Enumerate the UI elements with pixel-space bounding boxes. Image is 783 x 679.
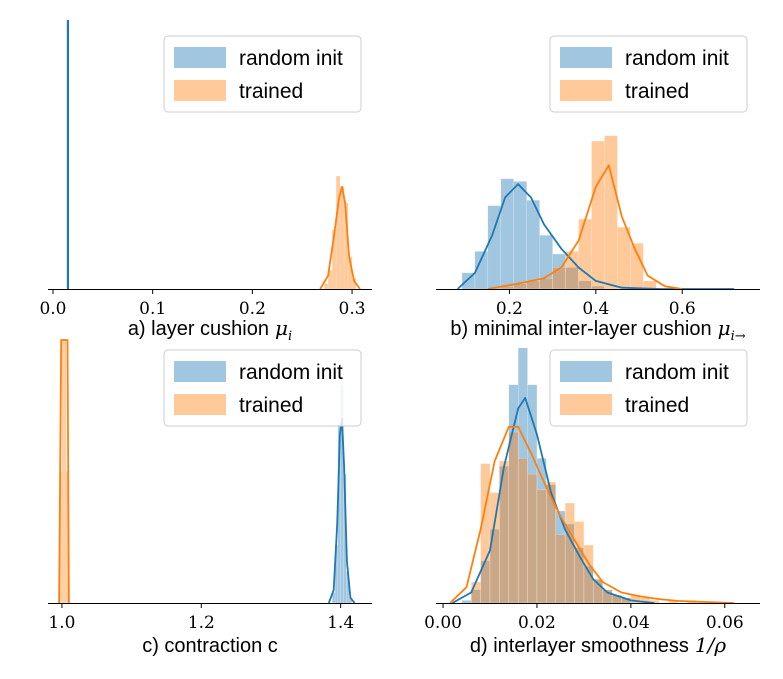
random-init-bar	[526, 200, 540, 290]
legend-box	[163, 35, 362, 113]
trained-bar	[539, 278, 553, 290]
trained-legend-label: trained	[625, 394, 689, 417]
x-tick-label: 0.4	[582, 299, 609, 319]
legend: random init trained	[549, 349, 748, 427]
legend-box	[549, 349, 748, 427]
random-init-kde-line	[451, 396, 655, 604]
legend: random init trained	[163, 35, 362, 113]
legend-box	[163, 349, 362, 427]
trained-legend-swatch	[560, 80, 612, 101]
trained-bar	[480, 463, 491, 604]
trained-bar	[61, 339, 65, 604]
random-init-legend-swatch	[560, 361, 612, 382]
legend-box	[549, 35, 748, 113]
random-init-legend-swatch	[560, 47, 612, 68]
trained-bar	[517, 458, 528, 604]
x-tick-label: 0.2	[239, 299, 266, 319]
trained-bar	[617, 226, 631, 290]
trained-bar	[536, 489, 547, 604]
x-tick-label: 0.00	[424, 613, 462, 633]
x-tick-label: 0.2	[496, 299, 523, 319]
trained-bar	[508, 431, 519, 604]
trained-bar	[578, 218, 592, 290]
subplot-2: 0.2 0.4 0.6b) minimal inter-layer cushion μ…	[436, 35, 760, 344]
trained-bar	[527, 473, 538, 604]
trained-legend-swatch	[174, 80, 226, 101]
x-axis-label-text: a) layer cushion	[128, 318, 269, 340]
trained-legend-label: trained	[239, 80, 303, 103]
trained-bar	[489, 492, 500, 604]
random-init-legend-swatch	[174, 361, 226, 382]
x-tick-label: 0.02	[518, 613, 556, 633]
trained-legend-swatch	[560, 394, 612, 415]
x-axis-label-math: μ	[718, 316, 731, 340]
trained-bar	[630, 243, 644, 290]
x-axis-label-subscript: i	[288, 329, 292, 344]
trained-bar	[323, 283, 329, 290]
random-init-legend-label: random init	[625, 47, 729, 70]
trained-legend-label: trained	[625, 80, 689, 103]
x-axis-label: c) contraction c	[142, 635, 278, 657]
random-init-kde-line	[456, 183, 735, 290]
random-init-bar	[461, 600, 472, 604]
random-init-bar	[513, 181, 527, 290]
trained-bar	[591, 140, 605, 290]
x-axis-label-math: 1/ρ	[695, 633, 726, 657]
trained-bar	[604, 135, 618, 290]
trained-bar	[564, 502, 575, 604]
x-tick-label: 0.04	[612, 613, 650, 633]
x-axis-label: a) layer cushion μi	[128, 316, 292, 344]
x-tick-label: 1.4	[327, 613, 354, 633]
x-tick-label: 0.1	[139, 299, 166, 319]
trained-bar	[555, 534, 566, 604]
legend: random init trained	[549, 35, 748, 113]
x-axis-label-subscript: i→	[731, 329, 746, 344]
random-init-legend-label: random init	[239, 47, 343, 70]
x-tick-label: 1.2	[188, 613, 215, 633]
x-axis-label: b) minimal inter-layer cushion μi→	[450, 316, 745, 344]
random-init-legend-label: random init	[625, 361, 729, 384]
x-tick-label: 0.06	[706, 613, 744, 633]
x-axis-label-text: c) contraction c	[142, 635, 278, 657]
legend: random init trained	[163, 349, 362, 427]
trained-kde-line	[487, 164, 683, 290]
random-init-legend-swatch	[174, 47, 226, 68]
x-tick-label: 0.3	[339, 299, 366, 319]
trained-bar	[63, 339, 67, 604]
x-tick-label: 1.0	[48, 613, 75, 633]
subplot-4: 0.00 0.02 0.04 0.06d) interlayer smoothness…	[424, 347, 760, 657]
x-axis-label-math: μ	[275, 316, 288, 340]
trained-kde-line	[319, 185, 361, 290]
trained-legend-swatch	[174, 394, 226, 415]
x-tick-label: 0.0	[39, 299, 66, 319]
subplot-1: 0.0 0.1 0.2 0.3 a) layer cushion μi random ini…	[39, 20, 372, 344]
trained-bar	[583, 544, 594, 604]
x-axis-label-text: d) interlayer smoothness	[470, 635, 689, 657]
subplot-3: 1.0 1.2 1.4 c) contraction c random init trai…	[48, 339, 372, 657]
x-axis-label: d) interlayer smoothness 1/ρ	[470, 633, 726, 657]
trained-legend-label: trained	[239, 394, 303, 417]
trained-bar	[339, 186, 345, 290]
random-init-legend-label: random init	[239, 361, 343, 384]
trained-kde-line	[58, 339, 70, 604]
x-tick-label: 0.6	[669, 299, 696, 319]
trained-kde-line	[449, 425, 735, 604]
x-axis-label-text: b) minimal inter-layer cushion	[450, 318, 711, 340]
trained-bar	[471, 581, 481, 604]
